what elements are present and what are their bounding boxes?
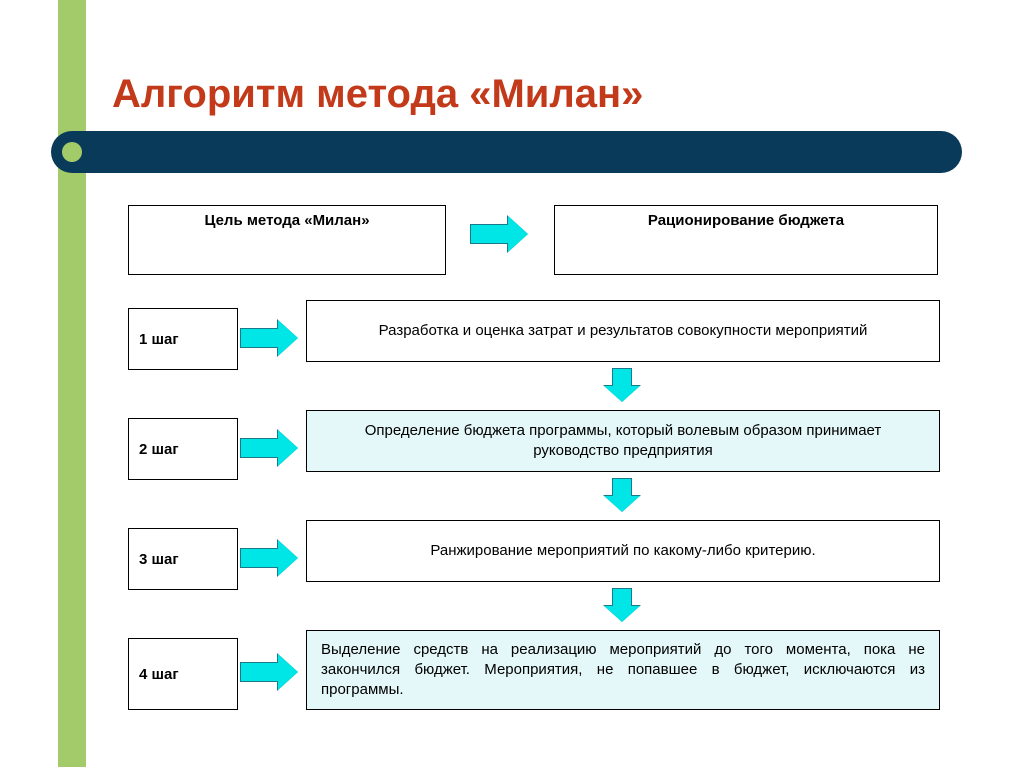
arrow-step-3-down bbox=[604, 588, 640, 622]
step-1-content: Разработка и оценка затрат и результатов… bbox=[379, 321, 868, 341]
goal-result-text: Рационирование бюджета bbox=[648, 212, 844, 229]
title-underline-bar bbox=[72, 131, 962, 173]
step-3-label: 3 шаг bbox=[139, 551, 179, 568]
arrow-step-2-down bbox=[604, 478, 640, 512]
step-2-label-box: 2 шаг bbox=[128, 418, 238, 480]
step-4-content: Выделение средств на реализацию мероприя… bbox=[321, 640, 925, 701]
title-bullet-inner bbox=[62, 142, 82, 162]
step-3-content: Ранжирование мероприятий по какому-либо … bbox=[430, 541, 815, 561]
step-2-content: Определение бюджета программы, который в… bbox=[321, 421, 925, 462]
step-1-label-box: 1 шаг bbox=[128, 308, 238, 370]
arrow-step-1-right bbox=[240, 320, 298, 356]
step-3-content-box: Ранжирование мероприятий по какому-либо … bbox=[306, 520, 940, 582]
arrow-step-4-right bbox=[240, 654, 298, 690]
goal-method-text: Цель метода «Милан» bbox=[204, 212, 369, 229]
left-accent-bar bbox=[58, 0, 86, 767]
step-4-content-box: Выделение средств на реализацию мероприя… bbox=[306, 630, 940, 710]
slide-title: Алгоритм метода «Милан» bbox=[112, 72, 643, 117]
step-2-label: 2 шаг bbox=[139, 441, 179, 458]
arrow-step-1-down bbox=[604, 368, 640, 402]
arrow-step-2-right bbox=[240, 430, 298, 466]
step-4-label-box: 4 шаг bbox=[128, 638, 238, 710]
goal-result-box: Рационирование бюджета bbox=[554, 205, 938, 275]
step-1-label: 1 шаг bbox=[139, 331, 179, 348]
step-1-content-box: Разработка и оценка затрат и результатов… bbox=[306, 300, 940, 362]
step-3-label-box: 3 шаг bbox=[128, 528, 238, 590]
arrow-step-3-right bbox=[240, 540, 298, 576]
arrow-goal-right bbox=[470, 216, 528, 252]
step-4-label: 4 шаг bbox=[139, 666, 179, 683]
step-2-content-box: Определение бюджета программы, который в… bbox=[306, 410, 940, 472]
goal-method-box: Цель метода «Милан» bbox=[128, 205, 446, 275]
